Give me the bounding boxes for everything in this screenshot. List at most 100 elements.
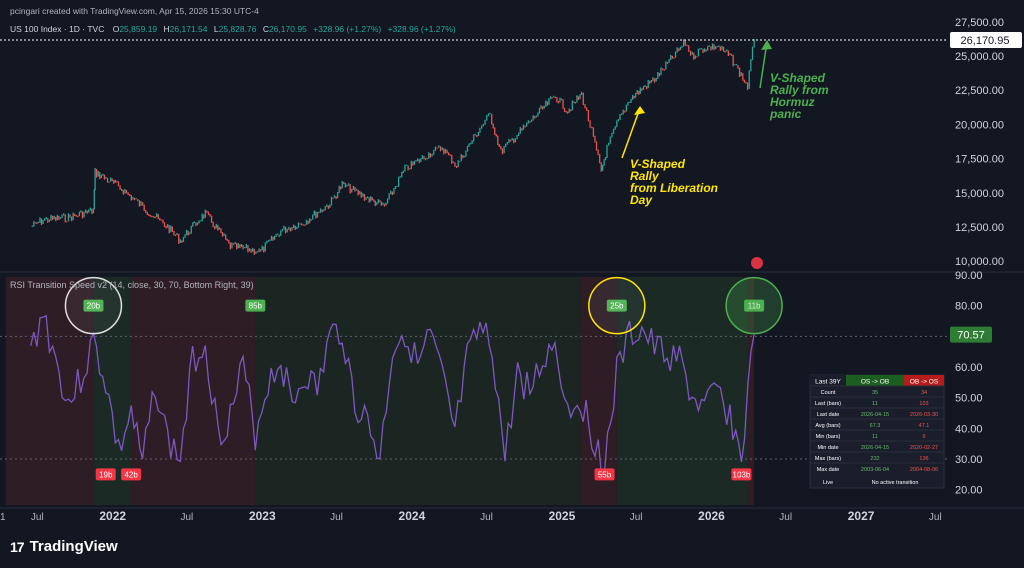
rsi-marker-badge	[245, 299, 266, 312]
rsi-indicator-title: RSI Transition Speed v2 (14, close, 30, …	[10, 280, 254, 290]
rsi-zone-band	[747, 277, 755, 505]
annotation-liberation-text: Rally	[630, 169, 660, 183]
rsi-marker-label: 20b	[87, 302, 101, 311]
stats-table-cell: 35	[872, 390, 878, 396]
stats-table-cell: 2020-02-27	[910, 445, 938, 451]
stats-table-header-cell	[904, 375, 944, 386]
stats-table-header-cell	[810, 375, 846, 386]
stats-table-cell: 103	[919, 401, 928, 407]
current-price-label: 26,170.95	[961, 35, 1010, 47]
high-value: 26,171.54	[169, 24, 208, 34]
annotation-arrowhead-liberation	[634, 106, 645, 115]
current-rsi-label: 70.57	[957, 330, 985, 342]
rsi-marker-badge	[95, 468, 116, 481]
rsi-marker-label: 103b	[733, 470, 751, 479]
time-axis-tick-label: 2023	[249, 509, 276, 523]
rsi-zone-band	[580, 277, 617, 505]
rsi-axis-tick-label: 60.00	[955, 362, 983, 374]
rsi-axis-tick-label: 80.00	[955, 301, 983, 313]
time-axis-tick-label: Jul	[779, 512, 792, 523]
stats-table-cell: 136	[919, 456, 928, 462]
low-label: L	[213, 24, 219, 34]
stats-table-cell: Max (bars)	[815, 456, 841, 462]
stats-table-cell: 2026-04-15	[861, 445, 889, 451]
stats-table-footer-value: No active transition	[872, 480, 919, 486]
ohlc-legend: US 100 Index · 1D · TVC O25,859.19 H26,1…	[10, 24, 456, 34]
stats-table-cell: 67.3	[870, 423, 881, 429]
price-axis-tick-label: 27,500.00	[955, 17, 1004, 29]
annotation-hormuz-text: V-Shaped	[770, 71, 826, 85]
stats-table-cell: 34	[921, 390, 927, 396]
tradingview-logo-icon: 17	[10, 538, 25, 555]
rsi-marker-label: 42b	[124, 470, 138, 479]
rsi-marker-badge	[744, 299, 765, 312]
rsi-marker-badge	[731, 468, 752, 481]
rsi-zone-band	[5, 277, 94, 505]
annotation-arrow-liberation	[621, 107, 641, 159]
time-axis-tick-label: Jul	[330, 512, 343, 523]
rsi-axis-tick-label: 50.00	[955, 393, 983, 405]
time-axis-tick-label: 2026	[698, 509, 725, 523]
stats-table-footer-label: Live	[823, 480, 833, 486]
price-axis-tick-label: 15,000.00	[955, 188, 1004, 200]
rsi-marker-label: 11b	[748, 302, 761, 311]
change-value-2: +328.96 (+1.27%)	[387, 24, 456, 34]
annotation-liberation-text: from Liberation	[630, 181, 718, 195]
time-axis-tick-label: 2024	[399, 509, 426, 523]
rsi-zone-band	[616, 277, 748, 505]
stats-table-cell: Max date	[817, 467, 840, 473]
annotation-arrow-hormuz	[759, 41, 768, 89]
price-axis-tick-label: 25,000.00	[955, 51, 1004, 63]
tradingview-logo[interactable]: 17 TradingView	[10, 538, 118, 555]
price-axis-tick-label: 10,000.00	[955, 256, 1004, 268]
high-label: H	[163, 24, 170, 34]
open-label: O	[112, 24, 120, 34]
stats-table-cell: Avg (bars)	[815, 423, 840, 429]
event-flag-icon	[751, 257, 763, 269]
current-rsi-badge	[950, 326, 992, 343]
change-value: +328.96 (+1.27%)	[313, 24, 382, 34]
rsi-axis-tick-label: 40.00	[955, 423, 983, 435]
time-axis-tick-label: 21	[0, 512, 6, 523]
open-value: 25,859.19	[119, 24, 158, 34]
stats-table-cell: Last date	[817, 412, 840, 418]
close-label: C	[262, 24, 269, 34]
stats-table-cell: Last (bars)	[815, 401, 841, 407]
low-value: 25,828.76	[218, 24, 257, 34]
rsi-axis-tick-label: 90.00	[955, 270, 983, 282]
time-axis-tick-label: Jul	[630, 512, 643, 523]
time-axis-tick-label: Jul	[929, 512, 942, 523]
rsi-marker-label: 19b	[99, 470, 113, 479]
stats-table-header: Last 39Y	[815, 379, 841, 386]
current-price-badge	[950, 32, 1022, 49]
price-axis-tick-label: 12,500.00	[955, 222, 1004, 234]
highlight-circle	[588, 276, 646, 335]
stats-table-cell: 2026-03-30	[910, 412, 938, 418]
rsi-marker-label: 25b	[610, 302, 624, 311]
annotation-arrowhead-hormuz	[761, 40, 772, 50]
stats-table-cell: 2003-06-04	[861, 467, 889, 473]
annotation-hormuz-text: panic	[769, 107, 802, 121]
stats-table-header-cell	[846, 375, 904, 386]
tradingview-logo-text: TradingView	[29, 538, 118, 555]
price-axis-tick-label: 17,500.00	[955, 154, 1004, 166]
stats-table-header: OS -> OB	[861, 379, 889, 386]
stats-table-cell: 2004-08-06	[910, 467, 938, 473]
time-axis-tick-label: 2027	[848, 509, 875, 523]
annotation-liberation-text: Day	[630, 193, 653, 207]
stats-table	[809, 374, 945, 489]
rsi-zone-band	[255, 277, 581, 505]
stats-table-cell: 11	[872, 401, 878, 407]
annotation-hormuz-text: Rally from	[770, 83, 829, 97]
rsi-marker-label: 55b	[598, 470, 612, 479]
time-axis-tick-label: 2022	[99, 509, 126, 523]
rsi-marker-label: 85b	[249, 302, 263, 311]
highlight-circle	[64, 276, 123, 335]
highlight-circle	[725, 276, 783, 335]
symbol-label[interactable]: US 100 Index · 1D · TVC	[10, 24, 105, 34]
rsi-axis-tick-label: 20.00	[955, 485, 983, 497]
stats-table-cell: Count	[821, 390, 836, 396]
time-axis-tick-label: 2025	[549, 509, 576, 523]
